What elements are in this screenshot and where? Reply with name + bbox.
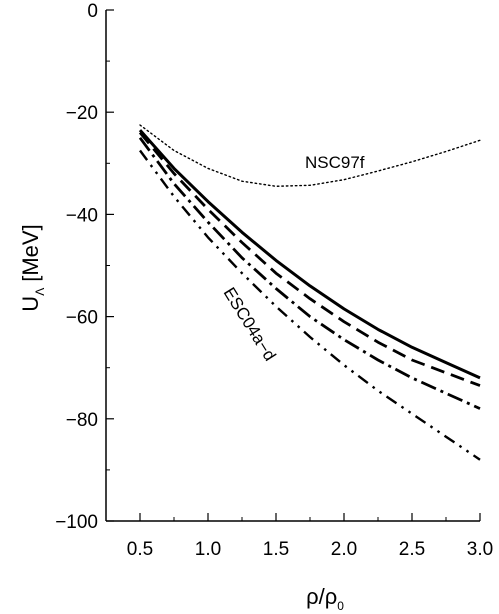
- x-tick-label: 3.0: [467, 539, 493, 560]
- x-tick-label: 0.5: [127, 539, 153, 560]
- x-axis-title-subscript: 0: [337, 599, 344, 613]
- y-axis-title-main: U: [18, 296, 43, 312]
- y-tick-label: 0: [87, 1, 98, 22]
- y-tick-label: −80: [66, 410, 98, 431]
- y-tick-label: −20: [66, 103, 98, 124]
- series-line-esc04b: [138, 131, 481, 387]
- x-axis-title: ρ/ρ0: [306, 584, 344, 613]
- x-tick-label: 2.5: [399, 539, 425, 560]
- plot-frame: [105, 10, 480, 522]
- y-tick-label: −40: [66, 205, 98, 226]
- y-axis-title-subscript: Λ: [33, 288, 47, 296]
- x-tick-label: 2.0: [331, 539, 357, 560]
- series-line-esc04a: [138, 129, 481, 380]
- x-axis-ticks: 0.5 1.0 1.5 2.0 2.5 3.0: [105, 513, 493, 560]
- annotation-esc04: ESC04a−d: [220, 284, 280, 364]
- x-axis-title-main: ρ/ρ: [306, 584, 337, 609]
- y-axis-ticks: 0 −20 −40 −60 −80 −100: [55, 1, 114, 533]
- series-line-nsc97f: [139, 124, 481, 187]
- series-line-esc04c: [138, 136, 481, 410]
- x-tick-label: 1.5: [263, 539, 289, 560]
- x-tick-label: 1.0: [195, 539, 221, 560]
- y-tick-label: −60: [66, 308, 98, 329]
- y-axis-title: UΛ [MeV]: [18, 224, 47, 311]
- y-tick-label: −100: [55, 512, 98, 533]
- annotation-nsc97f: NSC97f: [305, 153, 365, 172]
- y-axis-title-unit: [MeV]: [18, 224, 43, 281]
- series-line-esc04d: [139, 149, 481, 461]
- series-lines: [138, 124, 481, 461]
